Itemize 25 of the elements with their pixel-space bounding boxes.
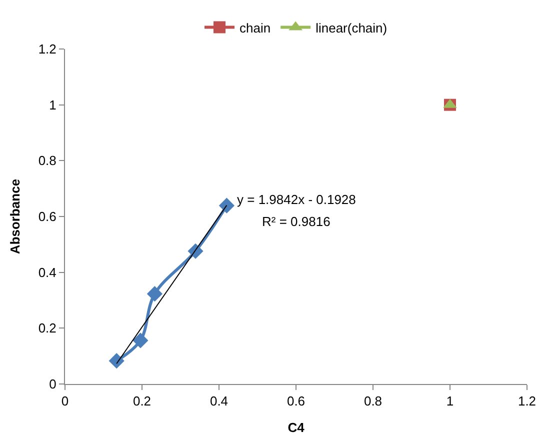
x-tick-label: 0.6: [286, 394, 306, 409]
annotation: y = 1.9842x - 0.1928: [237, 192, 356, 207]
point: [146, 286, 163, 302]
y-tick-label: 1: [49, 97, 56, 112]
x-tick-label: 0.8: [364, 394, 382, 409]
y-axis-title: Absorbance: [7, 178, 22, 254]
x-tick-label: 0.2: [132, 394, 152, 409]
point: [108, 353, 124, 369]
x-tick-label: 0.4: [210, 394, 228, 409]
point: [188, 243, 204, 259]
y-tick-label: 0.8: [38, 153, 56, 168]
y-tick-label: 0.4: [38, 264, 56, 280]
legend-label: chain: [240, 20, 271, 36]
point: [218, 198, 234, 214]
y-tick-label: 0: [49, 376, 56, 392]
y-tick-label: 0.2: [38, 320, 56, 336]
legend-label: linear(chain): [316, 20, 388, 36]
x-tick-label: 1: [446, 394, 454, 409]
y-tick-label: 1.2: [38, 42, 56, 57]
point: [132, 332, 148, 348]
x-tick-label: 0: [61, 394, 69, 409]
x-tick-label: 1.2: [518, 394, 536, 409]
annotation: R² = 0.9816: [262, 214, 330, 229]
y-tick-label: 0.6: [38, 209, 56, 224]
x-axis-title: C4: [288, 420, 306, 436]
